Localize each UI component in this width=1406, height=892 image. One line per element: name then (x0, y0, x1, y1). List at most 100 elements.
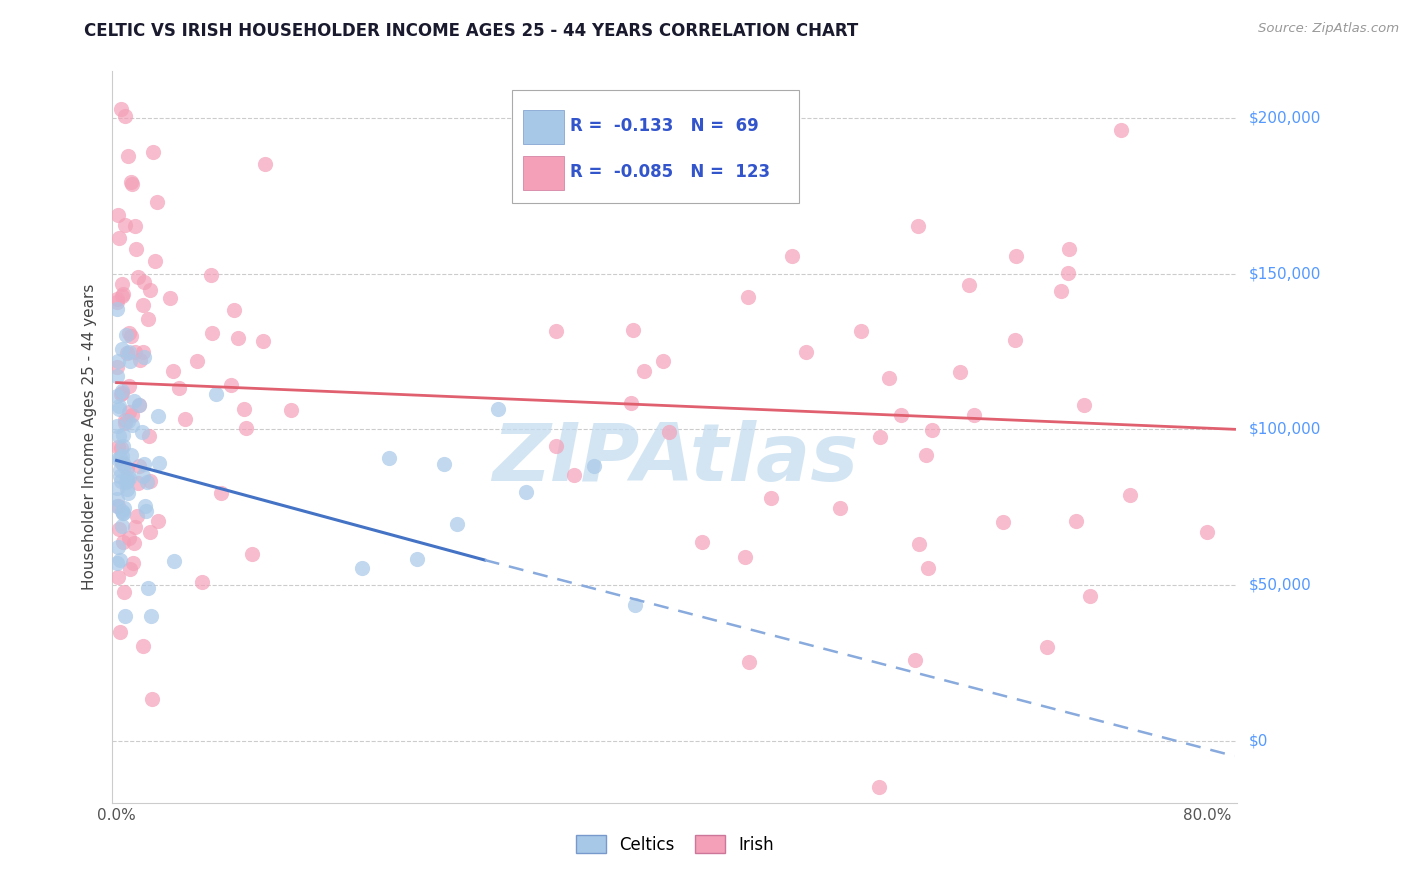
Point (252, 334, 274, 348)
Point (621, 323, 644, 337)
Point (108, 450, 131, 465)
Point (869, 430, 891, 444)
Point (134, 275, 156, 289)
Point (124, 219, 146, 233)
Point (121, 556, 143, 570)
Point (105, 368, 128, 383)
Point (111, 386, 134, 401)
Point (226, 331, 249, 345)
Point (652, 353, 675, 368)
Point (115, 475, 138, 489)
Point (105, 481, 128, 495)
Point (118, 531, 141, 545)
Point (120, 353, 142, 368)
Point (546, 439, 568, 453)
Point (118, 344, 141, 359)
Point (162, 554, 184, 568)
Point (222, 303, 245, 318)
Point (128, 458, 150, 473)
Point (112, 506, 135, 520)
Point (108, 463, 131, 477)
Point (1118, 488, 1140, 502)
Point (132, 457, 155, 471)
Point (280, 402, 302, 417)
Point (107, 208, 129, 222)
Point (105, 295, 128, 310)
Point (127, 508, 149, 523)
Point (111, 456, 134, 470)
Text: $0: $0 (1249, 733, 1268, 748)
Point (112, 439, 135, 453)
Point (915, 448, 938, 462)
Point (1197, 524, 1219, 539)
Point (963, 409, 986, 423)
Point (108, 231, 131, 245)
Y-axis label: Householder Income Ages 25 - 44 years: Householder Income Ages 25 - 44 years (82, 284, 97, 591)
Point (111, 384, 134, 398)
Point (917, 561, 939, 575)
Point (132, 297, 155, 311)
Point (737, 290, 759, 304)
Point (139, 524, 162, 539)
Point (121, 408, 143, 422)
Point (114, 609, 136, 624)
Point (904, 653, 927, 667)
Point (117, 346, 139, 360)
Point (146, 409, 169, 424)
Point (108, 429, 131, 443)
Point (105, 492, 128, 507)
Point (957, 277, 980, 292)
Point (146, 194, 169, 209)
Point (877, 370, 900, 384)
Point (582, 458, 605, 473)
Point (486, 401, 509, 416)
Point (1064, 514, 1087, 528)
Point (111, 504, 134, 518)
Point (148, 514, 170, 528)
Point (446, 516, 468, 531)
Point (120, 329, 142, 343)
Point (186, 354, 208, 368)
Text: $200,000: $200,000 (1249, 111, 1320, 126)
Point (658, 425, 681, 439)
Text: $50,000: $50,000 (1249, 577, 1312, 592)
Point (121, 418, 143, 433)
Point (129, 352, 152, 367)
Point (107, 440, 129, 454)
Point (112, 506, 135, 520)
Point (115, 475, 138, 490)
Point (138, 429, 160, 443)
Point (117, 414, 139, 428)
Point (117, 482, 139, 496)
Point (114, 327, 136, 342)
Point (111, 519, 134, 533)
Point (948, 365, 970, 379)
FancyBboxPatch shape (523, 156, 564, 190)
Point (136, 312, 159, 326)
Point (122, 393, 145, 408)
Point (110, 449, 132, 463)
Point (107, 570, 129, 584)
Point (794, 345, 817, 359)
Point (110, 387, 132, 401)
Point (117, 472, 139, 486)
Point (122, 536, 145, 550)
Point (105, 418, 128, 433)
Point (139, 609, 162, 624)
Point (141, 692, 163, 706)
Point (350, 561, 373, 575)
Point (1057, 266, 1080, 280)
Point (114, 413, 136, 427)
Point (112, 500, 135, 515)
Point (162, 364, 184, 378)
Point (1057, 242, 1080, 256)
Point (111, 342, 134, 356)
Point (120, 175, 142, 189)
Text: R =  -0.085   N =  123: R = -0.085 N = 123 (571, 163, 770, 181)
Point (134, 500, 156, 514)
Point (908, 537, 931, 551)
Point (921, 423, 943, 437)
Point (112, 459, 135, 474)
Point (117, 467, 139, 481)
Point (209, 486, 232, 500)
